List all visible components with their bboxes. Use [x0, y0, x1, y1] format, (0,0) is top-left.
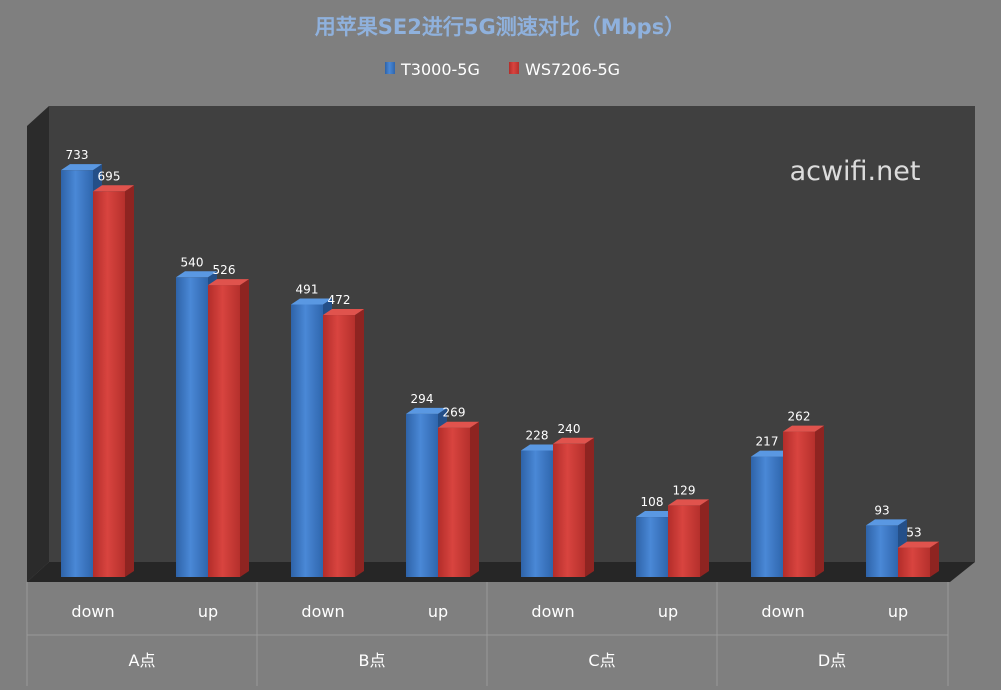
data-label: 269 — [443, 406, 466, 420]
bar-side — [585, 437, 594, 577]
bar-group — [93, 185, 134, 577]
x-tick-label: up — [428, 602, 448, 621]
bar — [783, 431, 815, 577]
data-label: 526 — [213, 263, 236, 277]
bar-top — [553, 437, 594, 444]
legend-swatch-series-1 — [385, 62, 395, 74]
bar-top — [93, 185, 134, 192]
x-tick-label: up — [198, 602, 218, 621]
group-label: B点 — [359, 651, 386, 670]
bar-top — [208, 279, 249, 286]
data-label: 129 — [673, 483, 696, 497]
bar — [521, 450, 553, 577]
group-label: A点 — [129, 651, 156, 670]
bar-group — [323, 309, 364, 577]
bar — [553, 443, 585, 577]
data-label: 93 — [874, 503, 889, 517]
bar — [668, 505, 700, 577]
legend-swatch-series-2 — [509, 62, 519, 74]
bar-top — [866, 519, 907, 526]
bar — [866, 525, 898, 577]
bar-top — [783, 425, 824, 432]
bar-top — [668, 499, 709, 506]
bar-top — [751, 450, 792, 457]
data-label: 540 — [181, 255, 204, 269]
chart-title: 用苹果SE2进行5G测速对比（Mbps） — [315, 15, 685, 39]
group-label: D点 — [818, 651, 846, 670]
data-label: 108 — [641, 495, 664, 509]
bar — [751, 456, 783, 577]
data-label: 217 — [756, 435, 779, 449]
data-label: 491 — [296, 282, 319, 296]
bar — [93, 191, 125, 577]
bar — [323, 315, 355, 577]
bar — [61, 170, 93, 577]
bar — [406, 413, 438, 577]
bar-side — [700, 499, 709, 577]
bar-side — [930, 541, 939, 577]
data-label: 240 — [558, 422, 581, 436]
bar-top — [291, 298, 332, 305]
bar-group — [783, 425, 824, 577]
bar — [636, 517, 668, 577]
bar — [898, 547, 930, 577]
bars: 733 695 540 526 491 472 294 269 228 240 108 129 217 2… — [61, 148, 939, 577]
bar — [208, 285, 240, 577]
bar-top — [406, 407, 447, 414]
bar-top — [323, 309, 364, 316]
bar-group — [668, 499, 709, 577]
legend: T3000-5G WS7206-5G — [385, 60, 620, 79]
data-label: 228 — [526, 428, 549, 442]
x-tick-label: down — [301, 602, 344, 621]
group-label: C点 — [588, 651, 615, 670]
data-label: 733 — [66, 148, 89, 162]
bar-top — [636, 511, 677, 518]
bar-top — [898, 541, 939, 548]
bar-group — [208, 279, 249, 577]
category-axis: down up down up down up down up A点 B点 C点 D点 — [26, 582, 949, 686]
watermark: acwifi.net — [790, 156, 921, 187]
data-label: 262 — [788, 410, 811, 424]
x-tick-label: down — [531, 602, 574, 621]
data-label: 294 — [411, 392, 434, 406]
bar-top — [521, 444, 562, 451]
bar-group — [898, 541, 939, 577]
bar-group — [553, 437, 594, 577]
x-tick-label: down — [71, 602, 114, 621]
data-label: 695 — [98, 169, 121, 183]
bar-side — [125, 185, 134, 577]
x-tick-label: up — [888, 602, 908, 621]
legend-label-series-2: WS7206-5G — [525, 60, 620, 79]
plot-back-wall — [49, 106, 975, 562]
bar-top — [61, 164, 102, 171]
bar-top — [438, 421, 479, 428]
x-tick-label: down — [761, 602, 804, 621]
plot-side-wall — [27, 106, 49, 582]
bar-side — [240, 279, 249, 577]
bar-side — [815, 425, 824, 577]
legend-label-series-1: T3000-5G — [400, 60, 480, 79]
bar-top — [176, 271, 217, 278]
bar-side — [470, 421, 479, 577]
x-tick-label: up — [658, 602, 678, 621]
data-label: 472 — [328, 293, 351, 307]
bar-side — [355, 309, 364, 577]
data-label: 53 — [906, 526, 921, 540]
bar — [176, 277, 208, 577]
bar-group — [438, 421, 479, 577]
bar — [291, 304, 323, 577]
plot-floor — [27, 562, 975, 582]
bar — [438, 427, 470, 577]
